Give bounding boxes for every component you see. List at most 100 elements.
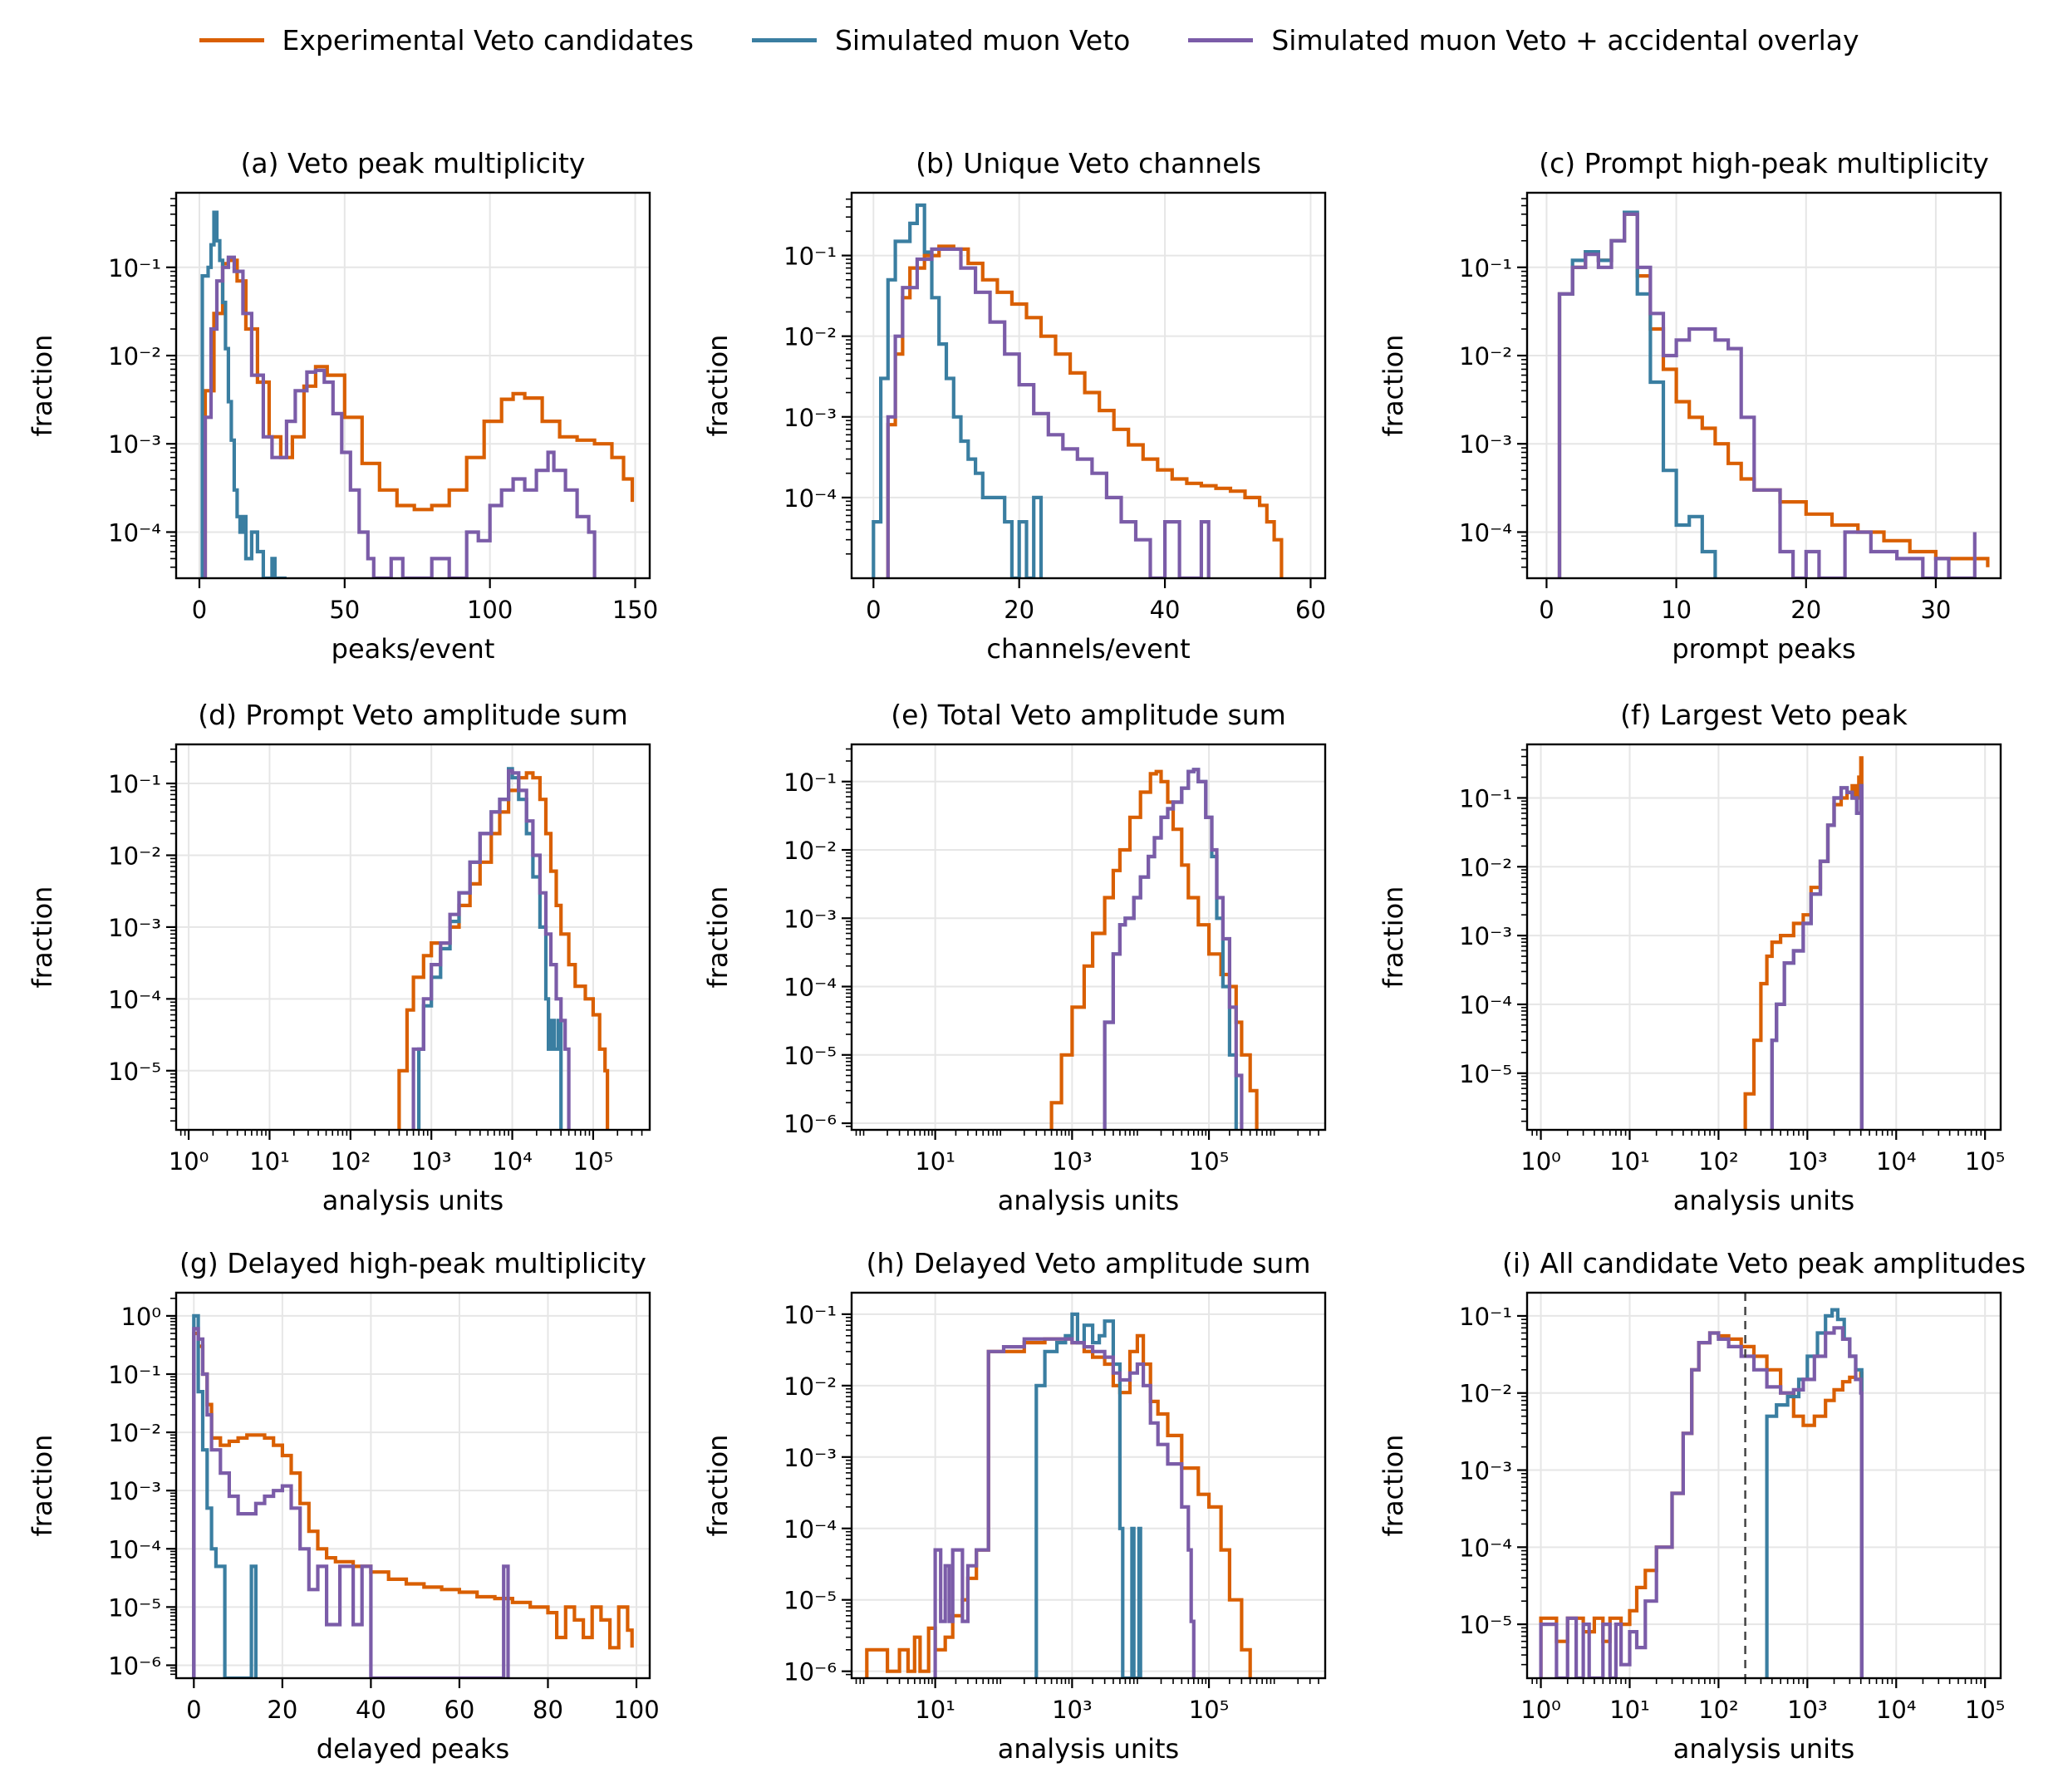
chart-panel-f: 10⁰ 10¹ 10² 10³ 10⁴ 10⁵ 10⁻⁵ 10⁻⁴ 10⁻³ 10⁻² 10⁻¹ (f…: [1378, 699, 2005, 1216]
x-tick-label: 10³: [1787, 1147, 1828, 1176]
y-tick-label: 10⁻¹: [783, 1301, 837, 1329]
y-tick-label: 10⁻³: [783, 404, 837, 432]
y-tick-label: 10⁻⁵: [1459, 1060, 1512, 1088]
y-axis-label: fraction: [27, 886, 58, 989]
series-line-simulated-muon: [1034, 1312, 1142, 1678]
x-tick-label: 0: [192, 596, 207, 624]
series-line-simulated-overlay: [1557, 212, 1977, 578]
chart-title: (b) Unique Veto channels: [916, 147, 1261, 179]
x-tick-label: 10¹: [1609, 1696, 1650, 1724]
y-tick-label: 10⁻³: [108, 1477, 161, 1505]
y-axis-label: fraction: [702, 335, 734, 437]
legend-swatch-experimental: [199, 37, 264, 42]
legend-label-simulated-overlay: Simulated muon Veto + accidental overlay: [1271, 23, 1859, 56]
x-tick-label: 10⁴: [1876, 1696, 1917, 1724]
chart-panel-h: 10¹ 10³ 10⁵ 10⁻⁶ 10⁻⁵ 10⁻⁴ 10⁻³ 10⁻² 10⁻¹ (h) Del…: [702, 1247, 1327, 1765]
series-line-simulated-overlay: [1770, 783, 1864, 1130]
plot-frame: [1525, 1291, 2002, 1680]
x-tick-label: 10³: [411, 1147, 452, 1176]
x-tick-label: 10⁵: [1965, 1147, 2006, 1176]
x-tick-label: 50: [329, 596, 360, 624]
x-axis-label: analysis units: [322, 1185, 503, 1216]
legend-item-simulated-muon: Simulated muon Veto: [751, 23, 1131, 56]
y-tick-label: 10⁰: [120, 1303, 161, 1331]
legend-label-simulated-muon: Simulated muon Veto: [834, 23, 1131, 56]
y-tick-label: 10⁻⁴: [108, 518, 161, 547]
series-line-simulated-overlay: [411, 768, 571, 1130]
x-tick-label: 0: [1539, 596, 1554, 624]
x-tick-label: 100: [467, 596, 513, 624]
x-tick-label: 10⁵: [573, 1147, 614, 1176]
x-tick-label: 0: [186, 1696, 201, 1724]
y-tick-label: 10⁻¹: [783, 243, 837, 271]
y-axis-label: fraction: [27, 335, 58, 437]
x-axis-label: delayed peaks: [317, 1733, 509, 1765]
chart-panel-i: 10⁰ 10¹ 10² 10³ 10⁴ 10⁵ 10⁻⁵ 10⁻⁴ 10⁻³ 10⁻² 10⁻¹ (i…: [1378, 1247, 2026, 1765]
y-axis-label: fraction: [1378, 1435, 1409, 1537]
y-tick-label: 10⁻²: [1459, 853, 1512, 881]
series-line-simulated-overlay: [203, 255, 597, 578]
chart-panel-g: 0 20 40 60 80 100 10⁻⁶ 10⁻⁵ 10⁻⁴ 10⁻³ 10⁻² 10⁻¹ 10⁰ (…: [27, 1247, 660, 1765]
x-tick-label: 150: [612, 596, 658, 624]
y-tick-label: 10⁻²: [783, 1372, 837, 1401]
series-line-simulated-overlay: [1103, 768, 1244, 1130]
series-line-experimental: [203, 258, 635, 578]
legend-item-simulated-overlay: Simulated muon Veto + accidental overlay: [1188, 24, 1859, 56]
x-tick-label: 10²: [1698, 1147, 1739, 1176]
y-axis-label: fraction: [702, 1435, 734, 1537]
plot-frame: [850, 1291, 1327, 1680]
chart-panel-b: 0 20 40 60 10⁻⁴ 10⁻³ 10⁻² 10⁻¹ (b) Unique Veto c…: [702, 147, 1327, 665]
x-tick-label: 10¹: [915, 1147, 955, 1176]
x-tick-label: 10²: [1698, 1696, 1739, 1724]
y-tick-label: 10⁻⁴: [108, 985, 161, 1014]
chart-title: (i) All candidate Veto peak amplitudes: [1502, 1247, 2026, 1279]
legend-swatch-simulated-overlay: [1188, 37, 1254, 42]
y-tick-label: 10⁻⁶: [783, 1110, 837, 1138]
x-tick-label: 10⁴: [492, 1147, 533, 1176]
y-tick-label: 10⁻³: [108, 430, 161, 459]
chart-title: (a) Veto peak multiplicity: [241, 147, 586, 179]
y-tick-label: 10⁻³: [1459, 1457, 1512, 1485]
y-axis-label: fraction: [1378, 886, 1409, 989]
y-tick-label: 10⁻⁴: [1459, 1534, 1512, 1562]
y-tick-label: 10⁻¹: [108, 770, 161, 798]
chart-title: (e) Total Veto amplitude sum: [891, 699, 1286, 731]
y-tick-label: 10⁻²: [783, 837, 837, 865]
x-axis-label: peaks/event: [332, 633, 495, 665]
y-tick-label: 10⁻³: [1459, 430, 1512, 459]
y-axis-label: fraction: [1378, 335, 1409, 437]
x-tick-label: 80: [533, 1696, 563, 1724]
y-axis-label: fraction: [702, 886, 734, 989]
chart-title: (h) Delayed Veto amplitude sum: [867, 1247, 1311, 1279]
series-line-simulated-overlay: [933, 1337, 1196, 1678]
plot-frame: [174, 1291, 651, 1680]
y-axis-label: fraction: [27, 1435, 58, 1537]
y-tick-label: 10⁻⁴: [108, 1535, 161, 1564]
x-tick-label: 40: [356, 1696, 386, 1724]
x-tick-label: 10³: [1052, 1147, 1093, 1176]
plot-frame: [1525, 743, 2002, 1132]
y-tick-label: 10⁻¹: [108, 1361, 161, 1389]
x-tick-label: 10⁴: [1876, 1147, 1917, 1176]
x-tick-label: 10²: [331, 1147, 371, 1176]
y-tick-label: 10⁻⁴: [783, 974, 837, 1002]
y-tick-label: 10⁻¹: [108, 254, 161, 282]
chart-panel-d: 10⁰ 10¹ 10² 10³ 10⁴ 10⁵ 10⁻⁵ 10⁻⁴ 10⁻³ 10⁻² 10⁻¹ (d…: [27, 699, 651, 1216]
series-line-experimental: [192, 1331, 634, 1678]
x-tick-label: 60: [444, 1696, 474, 1724]
y-tick-label: 10⁻³: [783, 905, 837, 933]
y-tick-label: 10⁻²: [108, 1419, 161, 1447]
x-tick-label: 20: [267, 1696, 297, 1724]
legend-item-experimental: Experimental Veto candidates: [199, 24, 694, 56]
x-tick-label: 10³: [1052, 1696, 1093, 1724]
y-tick-label: 10⁻⁵: [108, 1058, 161, 1086]
x-axis-label: analysis units: [1673, 1185, 1854, 1216]
chart-panel-c: 0 10 20 30 10⁻⁴ 10⁻³ 10⁻² 10⁻¹ (c) Prompt high-p…: [1378, 147, 2002, 665]
y-tick-label: 10⁻¹: [783, 768, 837, 797]
series-line-simulated-muon: [192, 1313, 258, 1678]
y-tick-label: 10⁻⁴: [1459, 518, 1512, 547]
y-tick-label: 10⁻⁵: [783, 1042, 837, 1070]
x-tick-label: 10¹: [915, 1696, 955, 1724]
x-axis-label: prompt peaks: [1672, 633, 1855, 665]
